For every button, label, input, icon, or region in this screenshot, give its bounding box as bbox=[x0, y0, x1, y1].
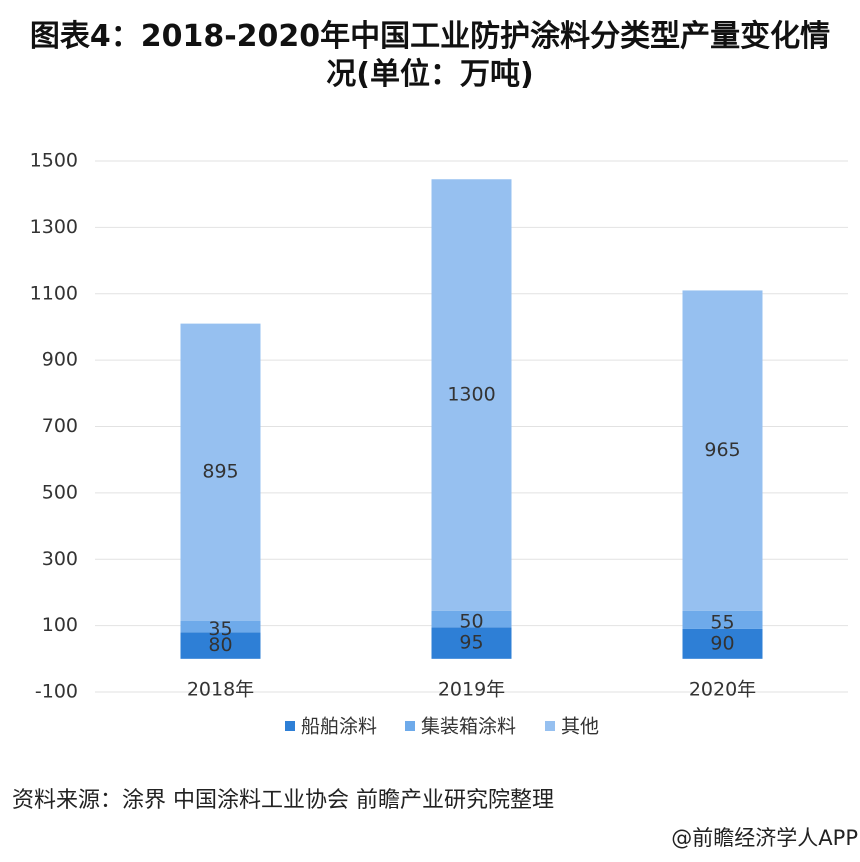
data-label: 895 bbox=[202, 461, 238, 483]
data-label: 55 bbox=[710, 611, 734, 633]
legend-label: 船舶涂料 bbox=[301, 716, 377, 738]
y-tick-label: 1100 bbox=[30, 282, 78, 304]
y-tick-label: -100 bbox=[35, 681, 78, 703]
data-label: 95 bbox=[459, 632, 483, 654]
bar-segment bbox=[431, 179, 512, 611]
data-label: 1300 bbox=[447, 383, 495, 405]
x-tick-label: 2020年 bbox=[689, 679, 756, 701]
y-tick-label: 1500 bbox=[30, 150, 78, 172]
data-label: 35 bbox=[208, 618, 232, 640]
legend-swatch bbox=[405, 721, 415, 731]
legend-swatch bbox=[285, 721, 295, 731]
x-tick-label: 2018年 bbox=[187, 679, 254, 701]
bar-segment bbox=[682, 290, 763, 611]
data-label: 90 bbox=[710, 632, 734, 654]
y-tick-label: 900 bbox=[42, 349, 78, 371]
legend-swatch bbox=[545, 721, 555, 731]
bar-segment bbox=[180, 323, 261, 621]
x-tick-label: 2019年 bbox=[438, 679, 505, 701]
y-tick-label: 300 bbox=[42, 548, 78, 570]
bar-segment bbox=[682, 610, 763, 629]
data-label: 80 bbox=[208, 634, 232, 656]
legend-label: 其他 bbox=[561, 716, 599, 738]
source-note: 资料来源：涂界 中国涂料工业协会 前瞻产业研究院整理 bbox=[12, 788, 554, 813]
data-label: 965 bbox=[704, 439, 740, 461]
bar-segment bbox=[180, 620, 261, 633]
y-tick-label: 700 bbox=[42, 415, 78, 437]
bar-segment bbox=[431, 627, 512, 659]
bar-segment bbox=[682, 628, 763, 659]
data-label: 50 bbox=[459, 610, 483, 632]
y-tick-label: 1300 bbox=[30, 216, 78, 238]
chart-title: 图表4：2018-2020年中国工业防护涂料分类型产量变化情况(单位：万吨) bbox=[29, 19, 831, 92]
y-tick-label: 500 bbox=[42, 481, 78, 503]
credit: @前瞻经济学人APP bbox=[671, 826, 858, 850]
bar-segment bbox=[180, 632, 261, 659]
legend-label: 集装箱涂料 bbox=[421, 716, 516, 738]
bar-segment bbox=[431, 610, 512, 628]
y-tick-label: 100 bbox=[42, 614, 78, 636]
